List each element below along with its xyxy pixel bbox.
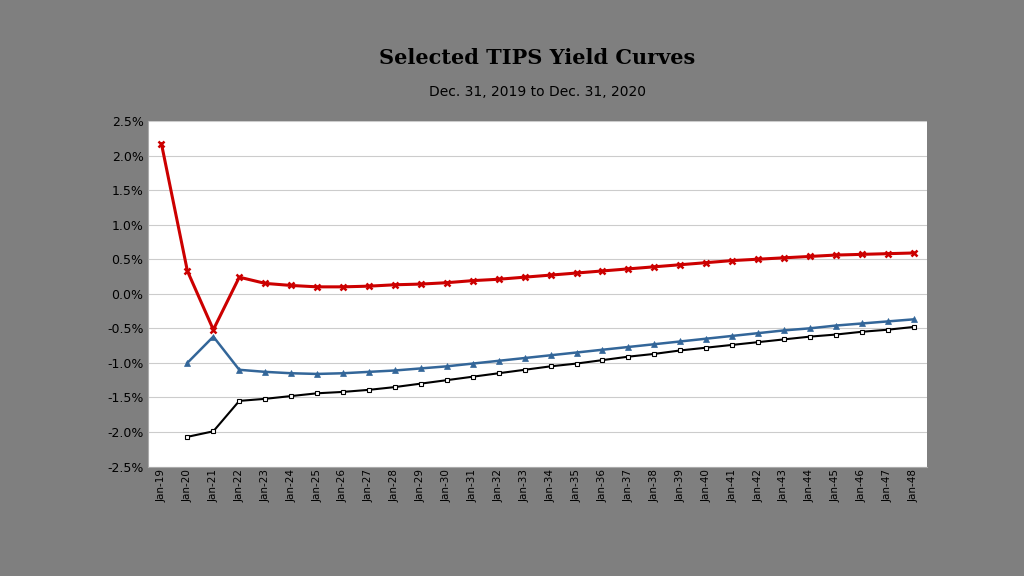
30-Sep-20 — [700, 335, 713, 342]
Text: Dec. 31, 2019 to Dec. 31, 2020: Dec. 31, 2019 to Dec. 31, 2020 — [429, 85, 646, 99]
31-Dec-19 — [389, 281, 401, 288]
31-Dec-20 — [623, 353, 635, 360]
30-Sep-20 — [467, 360, 479, 367]
31-Dec-20 — [285, 393, 297, 400]
31-Dec-19 — [285, 282, 297, 289]
31-Dec-20 — [907, 324, 920, 331]
31-Dec-19 — [156, 141, 168, 147]
31-Dec-19 — [545, 272, 557, 279]
31-Dec-19 — [856, 251, 868, 258]
31-Dec-20 — [467, 373, 479, 380]
31-Dec-20 — [674, 347, 686, 354]
30-Sep-20 — [389, 367, 401, 374]
31-Dec-19 — [674, 262, 686, 268]
31-Dec-19 — [907, 249, 920, 256]
30-Sep-20 — [362, 369, 375, 376]
31-Dec-20 — [362, 386, 375, 393]
31-Dec-19 — [207, 326, 219, 333]
31-Dec-20 — [778, 336, 791, 343]
31-Dec-20 — [415, 380, 427, 387]
Line: 31-Dec-19: 31-Dec-19 — [158, 141, 918, 333]
31-Dec-19 — [596, 267, 608, 274]
30-Sep-20 — [804, 325, 816, 332]
30-Sep-20 — [882, 318, 894, 325]
31-Dec-19 — [518, 274, 530, 281]
30-Sep-20 — [207, 333, 219, 340]
31-Dec-19 — [882, 250, 894, 257]
31-Dec-20 — [181, 433, 194, 440]
31-Dec-19 — [804, 253, 816, 260]
30-Sep-20 — [829, 322, 842, 329]
31-Dec-19 — [570, 270, 583, 276]
Text: Selected TIPS Yield Curves: Selected TIPS Yield Curves — [380, 48, 695, 67]
31-Dec-19 — [752, 256, 764, 263]
30-Sep-20 — [285, 370, 297, 377]
31-Dec-20 — [545, 363, 557, 370]
31-Dec-19 — [778, 255, 791, 262]
31-Dec-19 — [623, 266, 635, 272]
31-Dec-20 — [804, 333, 816, 340]
30-Sep-20 — [181, 359, 194, 366]
31-Dec-19 — [311, 283, 324, 290]
31-Dec-19 — [493, 276, 505, 283]
30-Sep-20 — [570, 349, 583, 356]
31-Dec-20 — [337, 388, 349, 395]
31-Dec-20 — [207, 428, 219, 435]
31-Dec-20 — [493, 370, 505, 377]
30-Sep-20 — [648, 341, 660, 348]
30-Sep-20 — [493, 357, 505, 364]
31-Dec-19 — [259, 280, 271, 287]
31-Dec-20 — [829, 331, 842, 338]
30-Sep-20 — [856, 320, 868, 327]
30-Sep-20 — [233, 366, 246, 373]
30-Sep-20 — [259, 369, 271, 376]
30-Sep-20 — [752, 329, 764, 336]
31-Dec-19 — [829, 252, 842, 259]
30-Sep-20 — [674, 338, 686, 345]
30-Sep-20 — [337, 370, 349, 377]
31-Dec-20 — [700, 344, 713, 351]
31-Dec-20 — [726, 342, 738, 348]
31-Dec-20 — [389, 384, 401, 391]
31-Dec-20 — [856, 328, 868, 335]
30-Sep-20 — [415, 365, 427, 372]
31-Dec-19 — [700, 259, 713, 266]
31-Dec-20 — [752, 339, 764, 346]
30-Sep-20 — [623, 343, 635, 350]
31-Dec-20 — [570, 360, 583, 367]
Line: 30-Sep-20: 30-Sep-20 — [184, 317, 916, 377]
31-Dec-19 — [362, 283, 375, 290]
30-Sep-20 — [907, 316, 920, 323]
31-Dec-19 — [181, 267, 194, 274]
Line: 31-Dec-20: 31-Dec-20 — [185, 324, 916, 439]
31-Dec-19 — [337, 283, 349, 290]
31-Dec-20 — [440, 377, 453, 384]
31-Dec-20 — [648, 350, 660, 357]
31-Dec-19 — [726, 257, 738, 264]
31-Dec-20 — [311, 390, 324, 397]
31-Dec-19 — [467, 277, 479, 284]
30-Sep-20 — [778, 327, 791, 334]
30-Sep-20 — [311, 370, 324, 377]
31-Dec-20 — [259, 395, 271, 402]
31-Dec-19 — [233, 274, 246, 281]
31-Dec-20 — [882, 326, 894, 333]
31-Dec-19 — [440, 279, 453, 286]
30-Sep-20 — [596, 346, 608, 353]
30-Sep-20 — [440, 363, 453, 370]
31-Dec-19 — [415, 281, 427, 287]
31-Dec-20 — [596, 357, 608, 363]
30-Sep-20 — [545, 352, 557, 359]
31-Dec-19 — [648, 263, 660, 270]
31-Dec-20 — [518, 366, 530, 373]
30-Sep-20 — [726, 332, 738, 339]
31-Dec-20 — [233, 397, 246, 404]
30-Sep-20 — [518, 355, 530, 362]
